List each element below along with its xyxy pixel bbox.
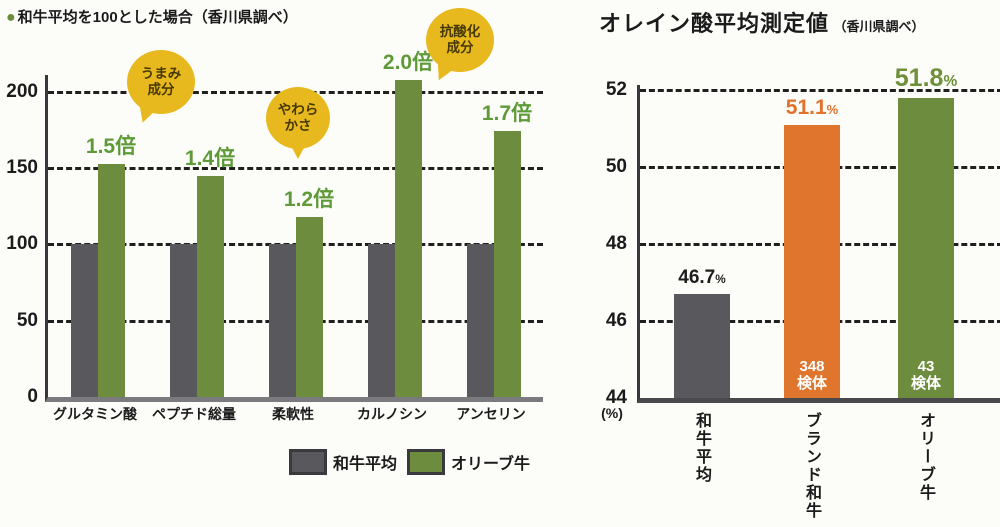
percent-sign: % [943,72,958,90]
bar-olive-beef [197,175,224,397]
y-axis-tick-label: 46 [605,310,627,331]
x-axis-category-label: ブランド和牛 [803,412,820,520]
speech-bubble-tenderness: やわら かさ [266,87,330,159]
y-axis-tick-label: 150 [6,157,38,179]
bar-wagyu-average [674,294,730,398]
ratio-label: 2.0倍 [382,50,434,74]
left-chart-title: ● 和牛平均を100とした場合（香川県調べ） [6,6,298,27]
bar-olive-beef [98,163,125,397]
left-chart: ● 和牛平均を100とした場合（香川県調べ） 1.5倍 1.4倍 1.2倍 2.0倍 1.… [6,6,543,475]
y-axis-tick-label: 50 [16,309,38,331]
y-axis-tick-label: 200 [6,80,38,102]
ratio-label: 1.4倍 [184,146,236,170]
green-bullet-icon: ● [6,9,16,26]
right-chart-title: オレイン酸平均測定値 （香川県調べ） [599,6,924,38]
legend-swatch-icon [288,449,327,475]
y-axis-tick-label: 52 [605,79,627,100]
x-axis-category-label: 和牛平均 [693,412,710,484]
value-label: 46.7% [678,267,725,289]
gridline [640,89,1000,92]
legend-swatch-icon [406,449,445,475]
legend: 和牛平均 オリーブ牛 [288,449,530,475]
sample-count-label: 43 検体 [910,357,941,392]
x-axis-category-label: オリーブ牛 [917,412,934,502]
bar-olive-beef: 43 検体 [898,97,954,398]
y-axis-tick-label: 0 [27,386,38,407]
bar-wagyu-average [368,244,395,397]
speech-bubble-antioxidant-text: 抗酸化 成分 [439,24,481,55]
percent-sign: % [826,101,839,117]
legend-item: オリーブ牛 [406,449,530,475]
bar-olive-beef [494,131,521,397]
x-axis-category-label: 柔軟性 [272,406,314,422]
y-axis-tick-label: 100 [6,233,38,255]
left-plot-area: 1.5倍 1.4倍 1.2倍 2.0倍 1.7倍 [45,51,543,402]
left-chart-title-text: 和牛平均を100とした場合（香川県調べ） [17,9,298,26]
legend-label: オリーブ牛 [450,456,530,473]
right-chart-title-text: オレイン酸平均測定値 [599,11,830,36]
right-plot-area: 46.7% 348 検体 51.1% 43 検体 51.8% [637,64,1000,403]
ratio-label: 1.2倍 [283,187,335,211]
bar-olive-beef [395,79,422,397]
ratio-label: 1.5倍 [85,134,137,158]
bar-brand-wagyu: 348 検体 [784,124,840,398]
x-axis-category-label: カルノシン [357,406,427,422]
value-number: 51.8 [894,63,944,92]
speech-bubble-umami-text: うまみ 成分 [140,66,182,97]
right-chart-subtitle: （香川県調べ） [833,19,925,34]
y-axis-tick-label: 50 [605,156,627,177]
bar-wagyu-average [269,244,296,397]
right-chart: オレイン酸平均測定値 （香川県調べ） 46.7% 348 検体 51.1% 43 検体… [595,0,1000,525]
y-axis-unit-label: (%) [601,405,623,421]
x-axis-category-label: アンセリン [456,406,526,422]
bar-wagyu-average [467,244,494,397]
value-number: 46.7 [678,267,716,289]
speech-bubble-tenderness-text: やわら かさ [277,102,319,133]
sample-count-label: 348 検体 [796,357,827,392]
value-number: 51.1 [785,95,827,119]
speech-bubble-tail [290,144,306,159]
legend-label: 和牛平均 [332,456,397,473]
speech-bubble-umami: うまみ 成分 [127,50,195,126]
ratio-label: 1.7倍 [481,102,533,126]
y-axis-tick-label: 48 [605,233,627,254]
bar-wagyu-average [170,244,197,397]
gridline [48,167,543,171]
y-axis-tick-label: 44 [605,387,627,408]
speech-bubble-antioxidant: 抗酸化 成分 [426,8,494,84]
bar-wagyu-average [71,244,98,397]
value-label: 51.1% [786,96,838,120]
x-axis-category-label: グルタミン酸 [53,406,137,422]
legend-item: 和牛平均 [288,449,397,475]
x-axis-category-label: ペプチド総量 [152,406,236,422]
value-label: 51.8% [895,64,957,93]
percent-sign: % [715,273,726,287]
bar-olive-beef [296,216,323,397]
